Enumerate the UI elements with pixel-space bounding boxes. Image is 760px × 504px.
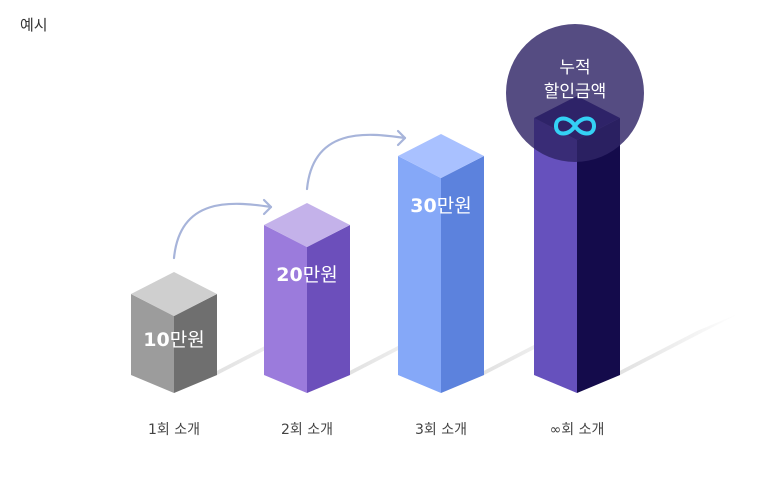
bar-front-face [131, 294, 174, 393]
bar-value-unit: 만원 [303, 264, 338, 286]
bar-value-number: 10 [143, 329, 169, 351]
bar-value-number: 30 [410, 195, 436, 217]
bar-value-number: 20 [276, 264, 302, 286]
bar-top-face [398, 134, 484, 178]
bar-value-label: 30만원 [410, 195, 471, 217]
bar [264, 203, 350, 393]
bar-value-unit: 만원 [437, 195, 472, 217]
bar [534, 96, 620, 393]
bar-value-label: 20만원 [276, 264, 337, 286]
badge-circle [506, 24, 644, 162]
bar-top-face [131, 272, 217, 316]
bar [398, 134, 484, 393]
category-label: 2회 소개 [281, 422, 333, 438]
bar-side-face [174, 294, 217, 393]
bar-front-face [264, 225, 307, 393]
bar-side-face [307, 225, 350, 393]
growth-arrow-head [396, 129, 407, 147]
badge-line: 누적 [559, 58, 590, 78]
bar-side-face [441, 156, 484, 393]
category-labels: 1회 소개 2회 소개 3회 소개 ∞회 소개 [148, 422, 604, 438]
bar-top-face [264, 203, 350, 247]
category-label: 1회 소개 [148, 422, 200, 438]
bar-value-label: 10만원 [143, 329, 204, 351]
category-label: ∞회 소개 [550, 422, 605, 438]
bar [131, 272, 217, 393]
category-label: 3회 소개 [415, 422, 467, 438]
corner-label: 예시 [20, 16, 48, 34]
bar-value-unit: 만원 [170, 329, 205, 351]
bar-front-face [534, 118, 577, 393]
growth-arrow-curve [305, 133, 407, 191]
infinity-icon [553, 116, 597, 136]
growth-arrow-curve [172, 202, 273, 260]
bar-front-face [398, 156, 441, 393]
badge-line: 할인금액 [544, 82, 607, 102]
growth-arrows [172, 129, 407, 260]
bar-side-face [577, 118, 620, 393]
growth-arrow-head [262, 198, 273, 216]
